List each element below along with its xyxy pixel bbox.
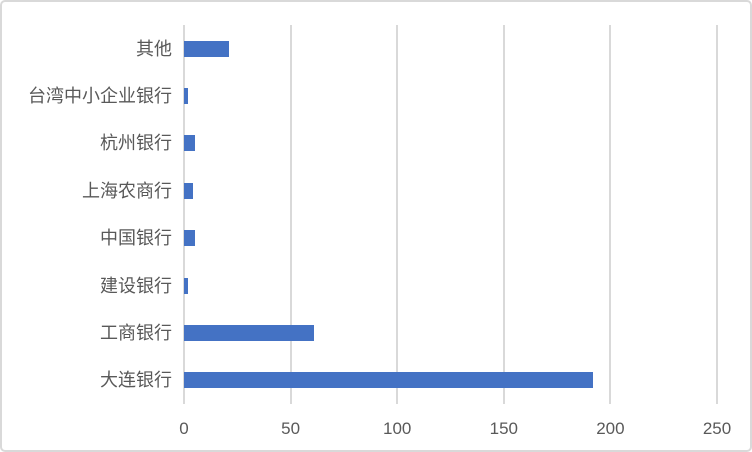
category-label: 大连银行 — [100, 370, 172, 391]
gridline-x-0 — [183, 25, 185, 404]
bar-工商银行 — [184, 324, 315, 341]
bar-中国银行 — [184, 230, 195, 247]
bar-建设银行 — [184, 277, 189, 294]
bar-其他 — [184, 40, 229, 57]
x-tick-label: 200 — [596, 419, 625, 438]
category-label: 工商银行 — [100, 322, 172, 343]
category-label: 上海农商行 — [82, 180, 172, 201]
x-tick-label: 100 — [383, 419, 412, 438]
x-tick-label: 0 — [179, 419, 189, 438]
category-label: 建设银行 — [100, 275, 172, 296]
x-tick-label: 250 — [702, 419, 732, 438]
bar-上海农商行 — [184, 182, 193, 199]
gridline-x-200 — [609, 25, 612, 404]
x-tick-label: 50 — [281, 419, 301, 438]
bar-台湾中小企业银行 — [184, 88, 189, 105]
gridline-x-250 — [716, 25, 718, 404]
gridline-x-100 — [396, 25, 399, 404]
bar-大连银行 — [184, 372, 594, 389]
category-label: 杭州银行 — [100, 133, 172, 154]
category-label: 中国银行 — [100, 228, 172, 249]
x-tick-label: 150 — [489, 419, 518, 438]
bar-杭州银行 — [184, 135, 195, 152]
category-label: 台湾中小企业银行 — [28, 86, 172, 107]
gridline-x-150 — [502, 25, 505, 404]
gridline-x-50 — [289, 25, 292, 404]
category-label: 其他 — [136, 38, 172, 59]
